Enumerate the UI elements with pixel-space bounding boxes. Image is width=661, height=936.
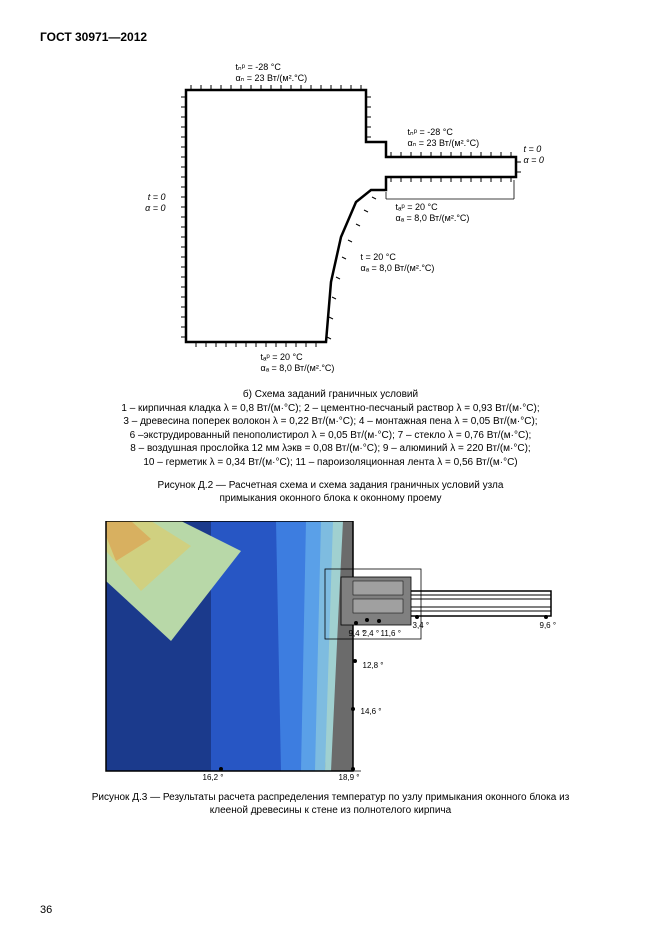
temp-point-marker (365, 618, 369, 622)
temperature-field-diagram: 16,2 °18,9 °14,6 °12,8 °9,4 °2,4 °11,6 °… (81, 521, 581, 781)
label-line: tₙᵖ = -28 °C (408, 127, 480, 138)
label-line: α = 0 (116, 203, 166, 214)
page-number: 36 (40, 904, 52, 916)
bc-top-label: tₙᵖ = -28 °C αₙ = 23 Вт/(м².°C) (236, 62, 308, 85)
caption-line: клееной древесины к стене из полнотелого… (51, 804, 611, 817)
figure-d2-caption: Рисунок Д.2 — Расчетная схема и схема за… (66, 479, 596, 505)
bc-bottom-label: tₐᵖ = 20 °C αₐ = 8,0 Вт/(м².°C) (261, 352, 335, 375)
label-line: t = 0 (116, 192, 166, 203)
label-line: αₙ = 23 Вт/(м².°C) (408, 138, 480, 149)
bc-right-end-label: t = 0 α = 0 (524, 144, 544, 167)
temp-point-label: 9,6 ° (540, 621, 557, 630)
label-line: αₐ = 8,0 Вт/(м².°C) (396, 213, 470, 224)
legend-line: 3 – древесина поперек волокон λ = 0,22 В… (51, 415, 611, 429)
bc-channel-bottom-label: tₐᵖ = 20 °C αₐ = 8,0 Вт/(м².°C) (396, 202, 470, 225)
temp-point-marker (415, 615, 419, 619)
label-line: αₙ = 23 Вт/(м².°C) (236, 73, 308, 84)
temp-point-label: 11,6 ° (381, 629, 401, 638)
label-line: tₐᵖ = 20 °C (396, 202, 470, 213)
legend-title: б) Схема заданий граничных условий (51, 388, 611, 402)
temp-point-marker (351, 707, 355, 711)
temp-point-marker (377, 619, 381, 623)
caption-line: Рисунок Д.2 — Расчетная схема и схема за… (66, 479, 596, 492)
temp-point-marker (219, 767, 223, 771)
label-line: tₐᵖ = 20 °C (261, 352, 335, 363)
temp-point-marker (354, 621, 358, 625)
doc-header: ГОСТ 30971—2012 (40, 30, 621, 44)
label-line: αₐ = 8,0 Вт/(м².°C) (361, 263, 435, 274)
legend-line: 8 – воздушная прослойка 12 мм λэкв = 0,0… (51, 442, 611, 456)
boundary-conditions-diagram: tₙᵖ = -28 °C αₙ = 23 Вт/(м².°C) tₙᵖ = -2… (116, 62, 546, 382)
label-line: t = 20 °C (361, 252, 435, 263)
temp-point-marker (353, 659, 357, 663)
temp-point-label: 14,6 ° (361, 707, 382, 716)
label-line: α = 0 (524, 155, 544, 166)
temp-point-label: 2,4 ° (363, 629, 380, 638)
figure-d3-caption: Рисунок Д.3 — Результаты расчета распред… (51, 791, 611, 817)
legend-line: 1 – кирпичная кладка λ = 0,8 Вт/(м·°C); … (51, 402, 611, 416)
temp-point-label: 3,4 ° (413, 621, 430, 630)
caption-line: примыкания оконного блока к оконному про… (66, 492, 596, 505)
label-line: t = 0 (524, 144, 544, 155)
label-line: tₙᵖ = -28 °C (236, 62, 308, 73)
temp-point-label: 16,2 ° (203, 773, 224, 782)
materials-legend: б) Схема заданий граничных условий 1 – к… (51, 388, 611, 469)
legend-line: 6 –экструдированный пенополистирол λ = 0… (51, 429, 611, 443)
temp-point-marker (351, 767, 355, 771)
bc-inner-slope-label: t = 20 °C αₐ = 8,0 Вт/(м².°C) (361, 252, 435, 275)
temp-point-label: 18,9 ° (339, 773, 360, 782)
label-line: αₐ = 8,0 Вт/(м².°C) (261, 363, 335, 374)
temp-point-marker (544, 615, 548, 619)
legend-line: 10 – герметик λ = 0,34 Вт/(м·°C); 11 – п… (51, 456, 611, 470)
caption-line: Рисунок Д.3 — Результаты расчета распред… (51, 791, 611, 804)
bc-left-label: t = 0 α = 0 (116, 192, 166, 215)
bc-right-upper-label: tₙᵖ = -28 °C αₙ = 23 Вт/(м².°C) (408, 127, 480, 150)
temp-point-label: 12,8 ° (363, 661, 384, 670)
